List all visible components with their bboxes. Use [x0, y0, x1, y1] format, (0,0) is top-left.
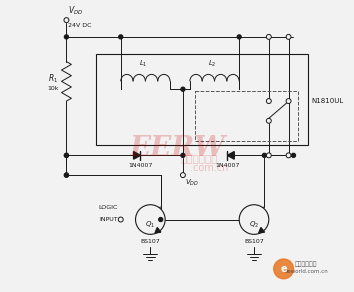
Circle shape: [286, 99, 291, 104]
Circle shape: [181, 87, 185, 91]
Circle shape: [266, 99, 271, 104]
Circle shape: [266, 118, 271, 123]
Circle shape: [64, 153, 68, 157]
Circle shape: [292, 153, 296, 157]
Bar: [195, 91, 298, 140]
Polygon shape: [227, 152, 234, 159]
Text: $Q_1$: $Q_1$: [145, 219, 155, 230]
Circle shape: [136, 205, 165, 234]
Text: $R_1$: $R_1$: [48, 72, 58, 85]
Polygon shape: [259, 227, 264, 233]
Circle shape: [119, 35, 123, 39]
Circle shape: [64, 173, 68, 177]
Text: e: e: [280, 264, 287, 274]
Text: $L_1$: $L_1$: [139, 59, 148, 69]
Circle shape: [181, 153, 185, 157]
Text: EERW: EERW: [130, 135, 226, 162]
Text: $V_{DD}$: $V_{DD}$: [68, 5, 84, 17]
Text: LOGIC: LOGIC: [98, 205, 118, 210]
Circle shape: [64, 35, 68, 39]
Text: $L_2$: $L_2$: [208, 59, 217, 69]
Circle shape: [286, 153, 291, 158]
Circle shape: [64, 173, 68, 177]
Circle shape: [266, 34, 271, 39]
Text: INPUT: INPUT: [99, 217, 118, 222]
Circle shape: [262, 153, 266, 157]
Circle shape: [286, 34, 291, 39]
Text: 1N4007: 1N4007: [215, 163, 240, 168]
Circle shape: [239, 205, 269, 234]
Text: 电子工程世界: 电子工程世界: [295, 261, 318, 267]
Text: $Q_2$: $Q_2$: [249, 219, 259, 230]
Text: 电子产品世界: 电子产品世界: [181, 153, 218, 163]
Text: eeworld.com.cn: eeworld.com.cn: [285, 269, 328, 274]
Circle shape: [274, 259, 293, 279]
Text: N1810UL: N1810UL: [311, 98, 343, 104]
Text: 10k: 10k: [47, 86, 58, 91]
Text: BS107: BS107: [244, 239, 264, 244]
Circle shape: [237, 35, 241, 39]
Circle shape: [266, 153, 271, 158]
Polygon shape: [155, 227, 161, 233]
Text: $V_{DD}$: $V_{DD}$: [185, 178, 199, 188]
Text: .com.cn: .com.cn: [190, 163, 229, 173]
Circle shape: [64, 18, 69, 22]
Circle shape: [118, 217, 123, 222]
Text: 24V DC: 24V DC: [68, 23, 92, 28]
Circle shape: [181, 173, 185, 178]
Text: BS107: BS107: [141, 239, 160, 244]
Bar: [96, 54, 308, 145]
Circle shape: [159, 218, 163, 222]
Circle shape: [64, 153, 68, 157]
Text: 1N4007: 1N4007: [128, 163, 153, 168]
Polygon shape: [133, 152, 141, 159]
